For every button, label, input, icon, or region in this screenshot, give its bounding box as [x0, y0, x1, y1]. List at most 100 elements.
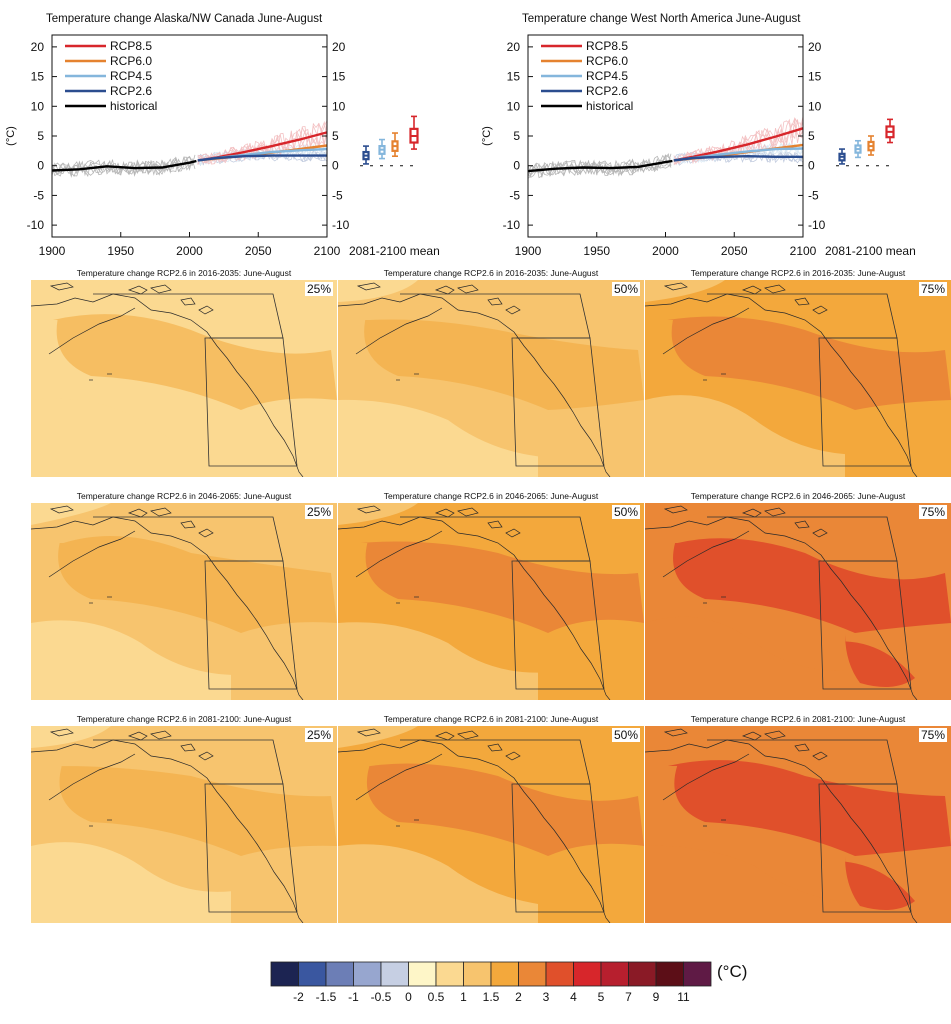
island [150, 730, 172, 740]
map-contour-low [338, 503, 418, 525]
map-contour-high [673, 538, 951, 633]
region-boundary-west-north-america [204, 783, 298, 913]
map-contour-high [845, 633, 915, 687]
y-axis-label: (°C) [5, 126, 17, 146]
legend-label: RCP8.5 [586, 39, 628, 53]
map-panel: Temperature change RCP2.6 in 2046-2065: … [338, 491, 645, 712]
map-contour-high [360, 541, 644, 633]
island [198, 528, 214, 538]
timeseries-chart-alaska: Temperature change Alaska/NW Canada June… [5, 13, 440, 258]
map-title: Temperature change RCP2.6 in 2016-2035: … [76, 268, 292, 278]
series-line-rcp26 [673, 154, 803, 162]
map-panel: Temperature change RCP2.6 in 2081-2100: … [31, 714, 338, 935]
color-scale-swatch [380, 961, 409, 987]
map-title: Temperature change RCP2.6 in 2081-2100: … [690, 714, 906, 724]
map-contour-high [364, 319, 644, 410]
island [127, 731, 148, 741]
y-tick-label-right: 20 [332, 40, 346, 54]
percentile-label: 50% [611, 505, 640, 519]
map-contour-high [366, 763, 644, 856]
color-scale-swatch [490, 961, 519, 987]
region-boundaries [707, 516, 912, 690]
boxplot-rcp26 [362, 145, 370, 165]
color-scale-tick-label: 9 [653, 990, 660, 1003]
y-tick-label-right: 5 [808, 129, 815, 143]
map-contour-low [338, 622, 538, 700]
coastline [355, 307, 443, 355]
island [356, 505, 381, 514]
island [198, 751, 214, 761]
map-contour-low [31, 398, 231, 477]
color-scale-tick-label: 5 [598, 990, 605, 1003]
map-contour-low [645, 280, 725, 302]
legend-label: RCP4.5 [586, 69, 628, 83]
legend-label: RCP2.6 [110, 84, 152, 98]
timeseries-chart-west-north-america: Temperature change West North America Ju… [481, 13, 916, 258]
map-title: Temperature change RCP2.6 in 2046-2065: … [76, 491, 292, 501]
map-contour-high [53, 314, 337, 410]
map-coastlines [338, 728, 611, 923]
map-area [338, 726, 645, 923]
color-scale-tick-label: -2 [293, 990, 304, 1003]
region-boundaries [707, 739, 912, 913]
region-boundaries [400, 516, 605, 690]
y-tick-label: 15 [507, 70, 521, 84]
percentile-label: 50% [611, 728, 640, 742]
map-panel: Temperature change RCP2.6 in 2046-2065: … [31, 491, 338, 712]
map-contour-low [31, 842, 231, 923]
region-boundaries [707, 293, 912, 467]
coastline [48, 753, 136, 801]
legend-label: RCP8.5 [110, 39, 152, 53]
x-tick-label: 1900 [39, 244, 66, 258]
map-contour-low [338, 280, 418, 302]
y-tick-label: 15 [31, 70, 45, 84]
color-scale-swatch [573, 961, 602, 987]
region-boundary-west-north-america [818, 783, 912, 913]
x-tick-label: 1950 [583, 244, 610, 258]
map-area [31, 726, 338, 923]
coastline [355, 753, 443, 801]
map-title: Temperature change RCP2.6 in 2016-2035: … [383, 268, 599, 278]
island [812, 528, 828, 538]
map-coastlines [645, 282, 918, 477]
chart-title: Temperature change West North America Ju… [522, 13, 801, 25]
island [794, 743, 810, 752]
map-area [338, 280, 645, 477]
y-tick-label-right: 0 [808, 159, 815, 173]
color-scale-tick-label: 2 [515, 990, 522, 1003]
map-contour-low [31, 503, 111, 525]
map-contour-low [31, 726, 111, 748]
island [794, 520, 810, 529]
island [434, 731, 455, 741]
percentile-label: 75% [918, 728, 947, 742]
y-tick-label: 5 [37, 129, 44, 143]
map-title: Temperature change RCP2.6 in 2081-2100: … [76, 714, 292, 724]
color-scale-swatch [270, 961, 299, 987]
y-tick-label: -5 [509, 188, 520, 202]
island [356, 282, 381, 291]
boxplot-rcp85 [409, 115, 419, 150]
map-svg [338, 503, 644, 700]
map-svg [338, 280, 644, 477]
boxplot-rcp60 [391, 132, 399, 157]
legend-label: RCP6.0 [110, 54, 152, 68]
island [434, 285, 455, 295]
region-boundary-west-north-america [511, 337, 605, 467]
island [150, 507, 172, 517]
legend-label: RCP4.5 [110, 69, 152, 83]
island [764, 730, 786, 740]
region-boundaries [400, 293, 605, 467]
x-tick-label: 2100 [790, 244, 817, 258]
color-scale-swatch [655, 961, 684, 987]
region-boundaries [93, 516, 298, 690]
map-coastlines [31, 728, 304, 923]
region-boundaries [93, 293, 298, 467]
y-tick-label-right: -5 [808, 188, 819, 202]
map-panel: Temperature change RCP2.6 in 2081-2100: … [338, 714, 645, 935]
map-area [338, 503, 645, 700]
map-svg [645, 726, 951, 923]
y-tick-label-right: 10 [808, 99, 822, 113]
series-line-historical [51, 159, 197, 172]
region-boundaries [93, 739, 298, 913]
color-scale-tick-label: 7 [625, 990, 632, 1003]
